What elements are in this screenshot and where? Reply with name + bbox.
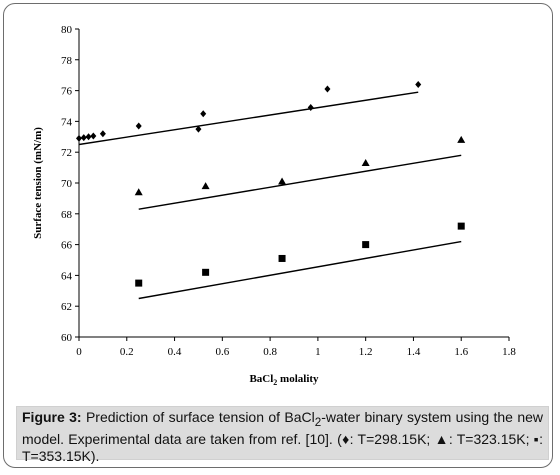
square-point xyxy=(135,279,143,287)
diamond-point xyxy=(99,130,106,138)
square-point xyxy=(202,268,210,276)
model-line-triangle xyxy=(138,154,462,210)
caption-label: Figure 3: xyxy=(22,409,82,425)
x-tick-label: 0 xyxy=(76,346,82,358)
caption-text-1: Prediction of surface tension of BaCl xyxy=(81,409,315,425)
figure-frame: 60 62 64 66 68 70 72 74 76 78 80 0 0.2 0.4 0.6 0.8 1 1.2 1… xyxy=(3,3,553,468)
diamond-point xyxy=(195,125,202,133)
square-point xyxy=(362,241,370,249)
scatter-chart: 60 62 64 66 68 70 72 74 76 78 80 0 0.2 0.4 0.6 0.8 1 1.2 1… xyxy=(32,24,516,387)
diamond-point xyxy=(85,133,92,141)
x-tick-label: 0.2 xyxy=(120,346,134,358)
square-point xyxy=(457,222,465,230)
square-point xyxy=(278,254,286,262)
triangle-point xyxy=(457,135,466,143)
y-tick-label: 64 xyxy=(61,270,73,282)
y-tick-label: 66 xyxy=(61,240,73,252)
triangle-point xyxy=(134,188,143,196)
triangle-point xyxy=(278,177,287,185)
x-tick-label: 1.2 xyxy=(359,346,373,358)
x-tick-label: 0.6 xyxy=(215,346,229,358)
x-tick-label: 1.6 xyxy=(454,346,468,358)
figure-caption: Figure 3: Prediction of surface tension … xyxy=(16,406,549,464)
y-tick-label: 80 xyxy=(61,24,73,36)
x-tick-label: 1.4 xyxy=(407,346,421,358)
model-line-diamond xyxy=(78,91,419,146)
y-tick-label: 62 xyxy=(61,301,72,313)
model-line-square xyxy=(138,240,462,300)
y-axis-label: Surface tension (mN/m) xyxy=(32,127,44,239)
diamond-point xyxy=(415,80,422,88)
diamond-point xyxy=(135,122,142,130)
x-tick-label: 1.8 xyxy=(502,346,516,358)
diamond-point xyxy=(200,110,207,118)
y-tick-label: 68 xyxy=(61,209,73,221)
triangle-point xyxy=(361,158,370,166)
y-tick-label: 76 xyxy=(61,86,73,98)
x-tick-label: 0.8 xyxy=(263,346,277,358)
diamond-point xyxy=(90,132,97,140)
diamond-point xyxy=(307,104,314,112)
diamond-point xyxy=(324,85,331,93)
y-tick-label: 60 xyxy=(61,332,73,344)
y-tick-label: 78 xyxy=(61,55,73,67)
y-tick-label: 74 xyxy=(61,116,73,128)
caption-subscript: 2 xyxy=(314,415,322,429)
diamond-point xyxy=(80,134,87,142)
x-tick-label: 1 xyxy=(315,346,321,358)
x-tick-label: 0.4 xyxy=(168,346,182,358)
y-tick-label: 70 xyxy=(61,178,73,190)
diamond-point xyxy=(76,134,82,142)
x-axis-label: BaCl2 molality xyxy=(249,373,319,387)
triangle-point xyxy=(201,182,210,190)
caption-text-2: -water binary system using the new model… xyxy=(22,409,543,464)
y-tick-label: 72 xyxy=(61,147,72,159)
